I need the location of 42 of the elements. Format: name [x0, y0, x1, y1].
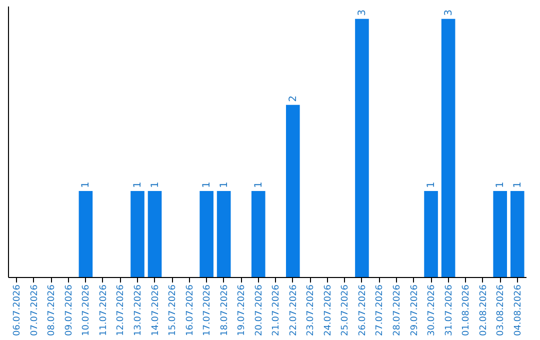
x-tick-label: 08.07.2026 [47, 284, 58, 336]
data-label: 3 [443, 10, 454, 16]
x-tick-label: 03.08.2026 [496, 284, 506, 336]
x-tick-label: 15.07.2026 [168, 284, 178, 336]
x-tick-label: 31.07.2026 [444, 284, 454, 336]
x-tick-label: 10.07.2026 [82, 284, 92, 336]
x-tick-label: 18.07.2026 [220, 284, 230, 336]
x-tick-label: 22.07.2026 [288, 284, 299, 336]
data-label: 3 [356, 10, 368, 16]
data-label: 1 [495, 182, 506, 188]
x-tick-label: 30.07.2026 [427, 284, 438, 336]
x-tick-label: 27.07.2026 [375, 284, 386, 336]
x-tick-label: 19.07.2026 [237, 284, 248, 336]
data-label: 1 [512, 182, 524, 188]
x-tick-label: 25.07.2026 [340, 284, 351, 336]
data-label: 1 [253, 182, 264, 188]
x-tick-label: 23.07.2026 [306, 284, 316, 336]
x-tick-label: 02.08.2026 [478, 284, 489, 336]
x-tick-label: 13.07.2026 [134, 284, 144, 336]
x-tick-label: 24.07.2026 [323, 284, 334, 336]
x-tick-label: 09.07.2026 [64, 284, 74, 336]
x-tick-label: 16.07.2026 [185, 284, 196, 336]
data-label: 1 [218, 182, 230, 188]
data-label: 2 [288, 96, 299, 102]
x-tick-label: 01.08.2026 [462, 284, 472, 336]
x-tick-label: 07.07.2026 [30, 284, 40, 336]
x-tick-label: 29.07.2026 [410, 284, 420, 336]
x-tick-label: 21.07.2026 [272, 284, 282, 336]
data-label: 1 [80, 182, 92, 188]
data-label: 1 [150, 182, 161, 188]
x-tick-label: 12.07.2026 [116, 284, 126, 336]
x-tick-label: 06.07.2026 [12, 284, 23, 336]
x-tick-label: 11.07.2026 [98, 284, 109, 336]
x-tick-label: 04.08.2026 [513, 284, 524, 336]
data-label: 1 [132, 182, 144, 188]
x-tick-label: 26.07.2026 [358, 284, 368, 336]
data-label: 1 [202, 182, 213, 188]
x-tick-label: 20.07.2026 [254, 284, 264, 336]
x-tick-label: 17.07.2026 [202, 284, 213, 336]
x-tick-label: 28.07.2026 [392, 284, 402, 336]
data-label: 1 [426, 182, 438, 188]
x-tick-label: 14.07.2026 [150, 284, 161, 336]
